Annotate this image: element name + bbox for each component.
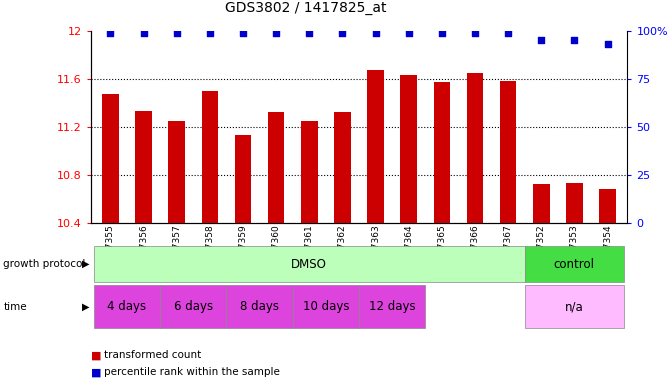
Text: growth protocol: growth protocol (3, 259, 86, 269)
Point (337, 30, 348, 36)
Point (602, 41, 613, 47)
Bar (235, 135, 252, 223)
Text: 12 days: 12 days (369, 300, 415, 313)
Bar (268, 113, 285, 223)
Point (304, 30, 315, 36)
Text: n/a: n/a (565, 300, 584, 313)
Point (470, 30, 480, 36)
Text: ▶: ▶ (82, 301, 90, 312)
Point (370, 30, 381, 36)
Text: transformed count: transformed count (104, 350, 201, 360)
Point (205, 30, 215, 36)
Point (271, 30, 282, 36)
Point (436, 30, 447, 36)
Text: 4 days: 4 days (107, 300, 146, 313)
Text: GDS3802 / 1417825_at: GDS3802 / 1417825_at (225, 2, 386, 15)
Point (238, 30, 248, 36)
Bar (500, 81, 517, 223)
Bar (367, 70, 384, 223)
Bar (201, 91, 218, 223)
Text: 6 days: 6 days (174, 300, 213, 313)
Bar (433, 82, 450, 223)
Text: ▶: ▶ (82, 259, 90, 269)
Text: 10 days: 10 days (303, 300, 349, 313)
Text: DMSO: DMSO (291, 258, 327, 270)
Bar (136, 111, 152, 223)
Bar (401, 75, 417, 223)
Bar (599, 189, 616, 223)
Point (171, 30, 182, 36)
Bar (334, 113, 351, 223)
Bar (301, 121, 317, 223)
Point (536, 37, 547, 43)
Bar (168, 121, 185, 223)
Text: percentile rank within the sample: percentile rank within the sample (104, 367, 280, 377)
Bar (102, 94, 119, 223)
Bar (566, 183, 582, 223)
Text: time: time (3, 301, 27, 312)
Text: 8 days: 8 days (240, 300, 279, 313)
Point (569, 37, 580, 43)
Bar (466, 73, 483, 223)
Bar (533, 184, 550, 223)
Point (403, 30, 414, 36)
Point (503, 30, 513, 36)
Point (138, 30, 149, 36)
Text: ■: ■ (91, 367, 101, 377)
Text: ■: ■ (91, 350, 101, 360)
Point (105, 30, 116, 36)
Text: control: control (554, 258, 595, 270)
